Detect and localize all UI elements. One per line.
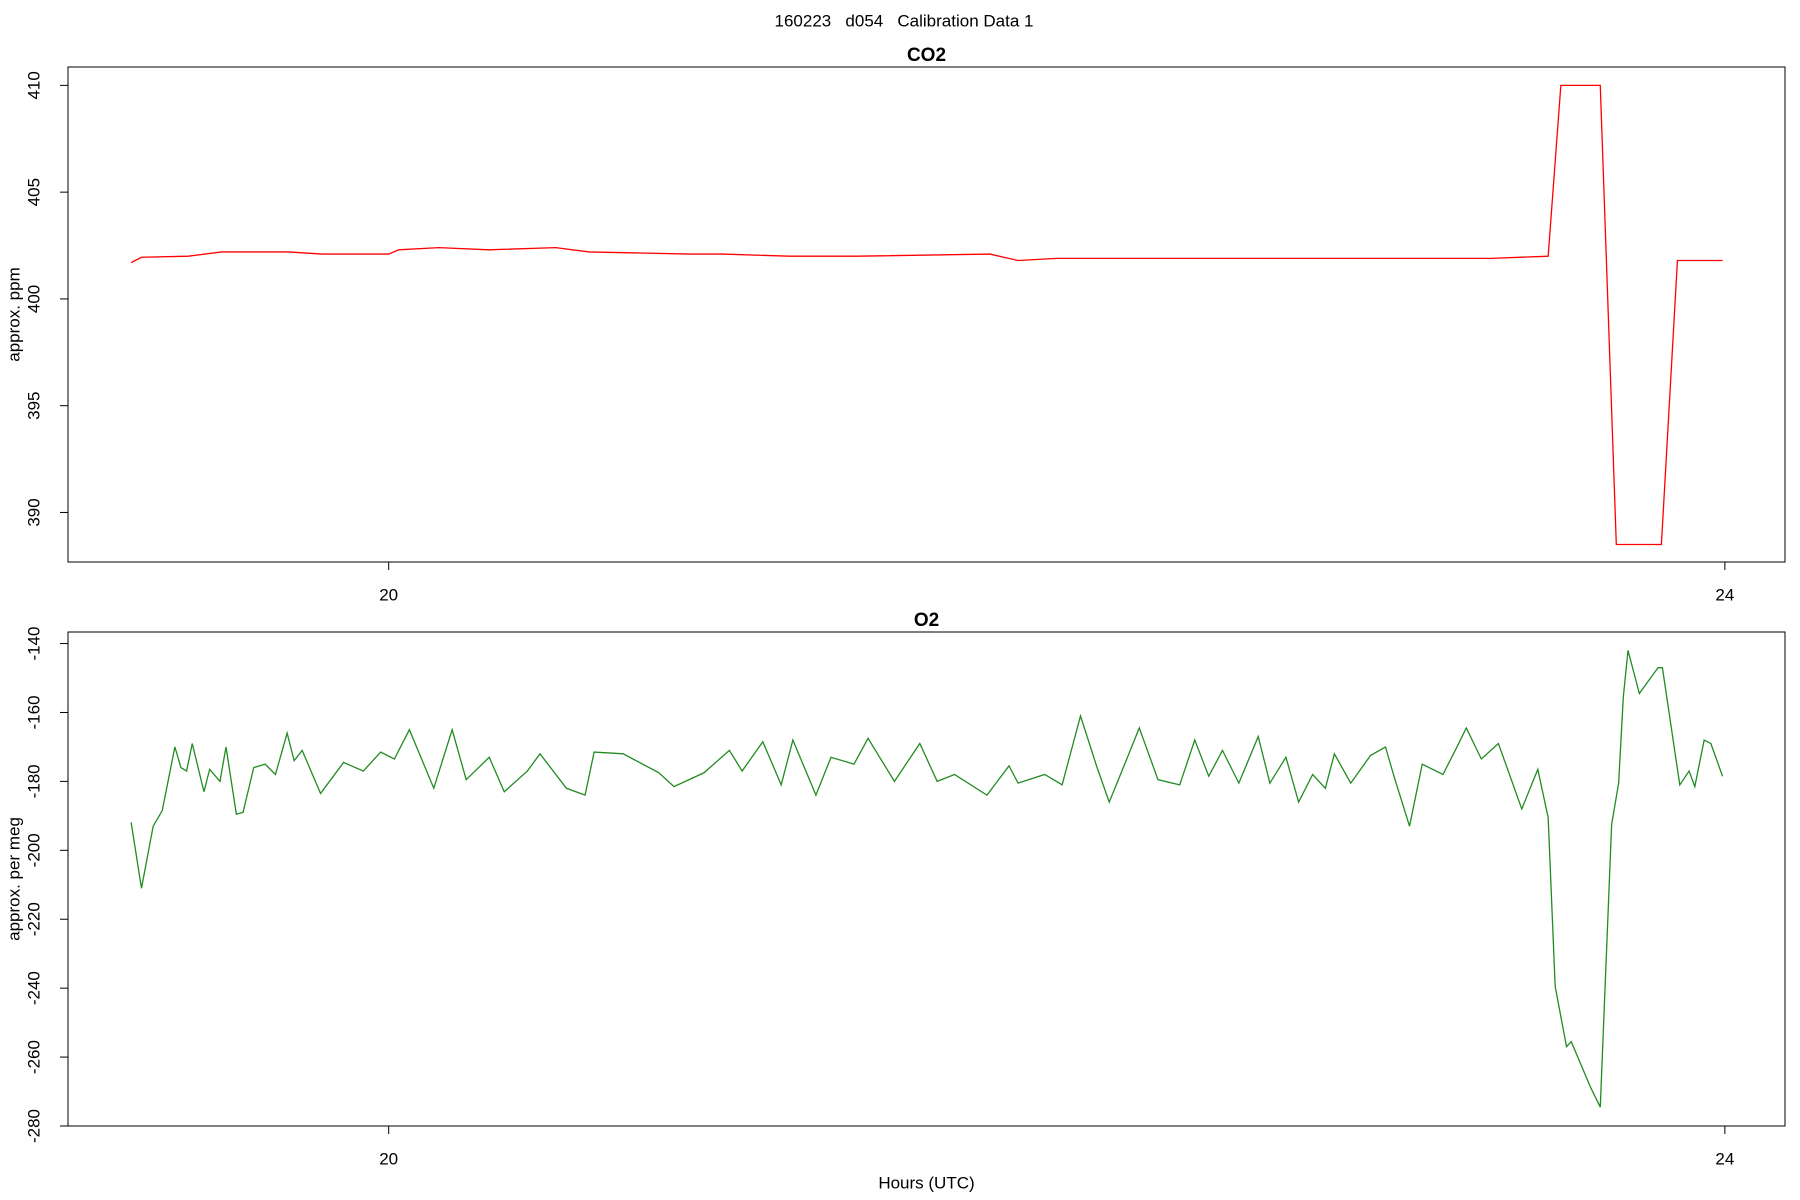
- chart-title: CO2: [907, 45, 946, 66]
- y-axis-label: approx. per meg: [4, 817, 23, 941]
- data-line: [130, 84, 1723, 546]
- y-tick-label: -140: [24, 627, 43, 661]
- plot-frame: [67, 631, 1786, 1127]
- figure-title: 160223 d054 Calibration Data 1: [775, 11, 1034, 30]
- x-tick-label: 20: [379, 1149, 398, 1168]
- y-tick-label: 410: [24, 71, 43, 99]
- data-line: [130, 650, 1724, 1108]
- x-axis-label: Hours (UTC): [878, 1173, 974, 1192]
- x-tick-label: 20: [379, 585, 398, 604]
- y-tick-label: 395: [24, 391, 43, 419]
- x-tick-label: 24: [1715, 585, 1734, 604]
- plot-frame: [67, 66, 1786, 563]
- y-tick-label: -220: [24, 902, 43, 936]
- y-tick-label: -280: [24, 1109, 43, 1143]
- y-axis-label: approx. ppm: [4, 267, 23, 362]
- y-tick-label: 390: [24, 498, 43, 526]
- y-tick-label: -240: [24, 971, 43, 1005]
- y-tick-label: -160: [24, 695, 43, 729]
- chart-title: O2: [914, 610, 939, 631]
- x-tick-label: 24: [1715, 1149, 1734, 1168]
- y-tick-label: 400: [24, 285, 43, 313]
- y-tick-label: 405: [24, 178, 43, 206]
- y-tick-label: -260: [24, 1040, 43, 1074]
- y-tick-label: -180: [24, 764, 43, 798]
- y-tick-label: -200: [24, 833, 43, 867]
